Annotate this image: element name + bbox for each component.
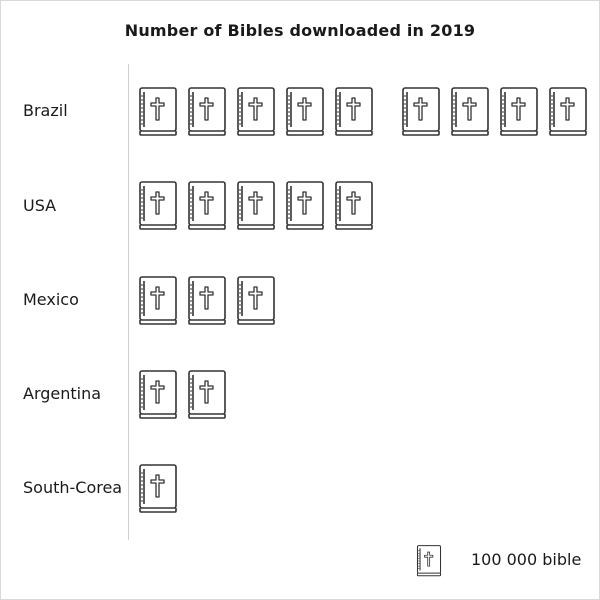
chart-title: Number of Bibles downloaded in 2019 bbox=[124, 21, 476, 40]
bible-icon-usa-2 bbox=[188, 181, 226, 230]
y-axis-line bbox=[128, 64, 129, 540]
category-label-usa: USA bbox=[23, 196, 57, 215]
legend-label: 100 000 bible bbox=[471, 550, 582, 569]
bible-icon-brazil-4 bbox=[286, 87, 324, 136]
bible-icon-brazil-2 bbox=[188, 87, 226, 136]
bible-icon-usa-5 bbox=[335, 181, 373, 230]
category-label-mexico: Mexico bbox=[23, 290, 79, 309]
category-label-brazil: Brazil bbox=[23, 101, 68, 120]
legend-bible-icon bbox=[416, 545, 442, 577]
bible-icon-brazil-9 bbox=[549, 87, 587, 136]
bible-icon-brazil-6 bbox=[402, 87, 440, 136]
bible-icon-brazil-1 bbox=[139, 87, 177, 136]
bible-icon-brazil-8 bbox=[500, 87, 538, 136]
bible-icon-brazil-5 bbox=[335, 87, 373, 136]
bible-icon-mexico-1 bbox=[139, 276, 177, 325]
bible-icon-brazil-7 bbox=[451, 87, 489, 136]
bible-icon-mexico-2 bbox=[188, 276, 226, 325]
category-label-argentina: Argentina bbox=[23, 384, 102, 403]
bible-icon-mexico-3 bbox=[237, 276, 275, 325]
bible-icon-argentina-2 bbox=[188, 370, 226, 419]
bible-icon-brazil-3 bbox=[237, 87, 275, 136]
category-label-south-corea: South-Corea bbox=[23, 478, 123, 497]
bible-icon-argentina-1 bbox=[139, 370, 177, 419]
bible-icon-usa-3 bbox=[237, 181, 275, 230]
bible-icon-usa-4 bbox=[286, 181, 324, 230]
bible-icon-usa-1 bbox=[139, 181, 177, 230]
bible-icon-south-corea-1 bbox=[139, 464, 177, 513]
